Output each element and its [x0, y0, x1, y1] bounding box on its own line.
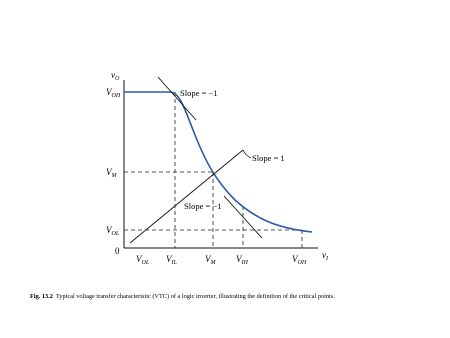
y-tick-label: VM — [106, 167, 118, 179]
text-part: OH — [298, 260, 307, 266]
text-part: V — [205, 254, 212, 264]
x-tick-label: VIH — [236, 254, 248, 266]
text-part: V — [292, 254, 299, 264]
tangent-vih — [223, 195, 263, 239]
text-part: IH — [241, 260, 249, 266]
text-part: M — [210, 260, 217, 266]
y-axis-label: vO — [111, 70, 120, 82]
text-part: I — [325, 256, 329, 262]
x-axis-label: vI — [322, 250, 329, 262]
text-part: OH — [112, 93, 121, 99]
text-part: V — [106, 167, 113, 177]
text-part: v — [322, 250, 326, 260]
text-part: V — [106, 87, 113, 97]
annotation: Slope = 1 — [252, 153, 285, 163]
text-part: V — [106, 225, 113, 235]
annotation: Slope = −1 — [180, 88, 217, 98]
y-tick-label: VOH — [106, 87, 121, 99]
tangent-vil — [157, 76, 197, 121]
text-part: M — [111, 173, 118, 179]
annotation: Slope = −1 — [184, 201, 221, 211]
text-part: IL — [171, 260, 178, 266]
y-tick-label: VOL — [106, 225, 120, 237]
leader — [242, 149, 252, 159]
unity-line — [129, 149, 244, 244]
origin-label: 0 — [115, 246, 120, 256]
text-part: V — [166, 254, 173, 264]
text-part: Fig. 13.2 — [30, 293, 53, 300]
x-tick-label: VOH — [292, 254, 307, 266]
x-tick-label: VOL — [136, 254, 150, 266]
text-part: Typical voltage transfer characteristic … — [56, 293, 335, 300]
text-part: O — [115, 76, 120, 82]
x-tick-label: VIL — [166, 254, 177, 266]
vtc-curve — [124, 91, 313, 233]
text-part: V — [136, 254, 143, 264]
caption: Fig. 13.2 Typical voltage transfer charac… — [30, 293, 335, 300]
text-part: v — [111, 70, 115, 80]
text-part: V — [236, 254, 243, 264]
text-part: OL — [112, 231, 120, 237]
text-part: OL — [142, 260, 150, 266]
guide-lines — [124, 92, 303, 248]
x-tick-label: VM — [205, 254, 217, 266]
